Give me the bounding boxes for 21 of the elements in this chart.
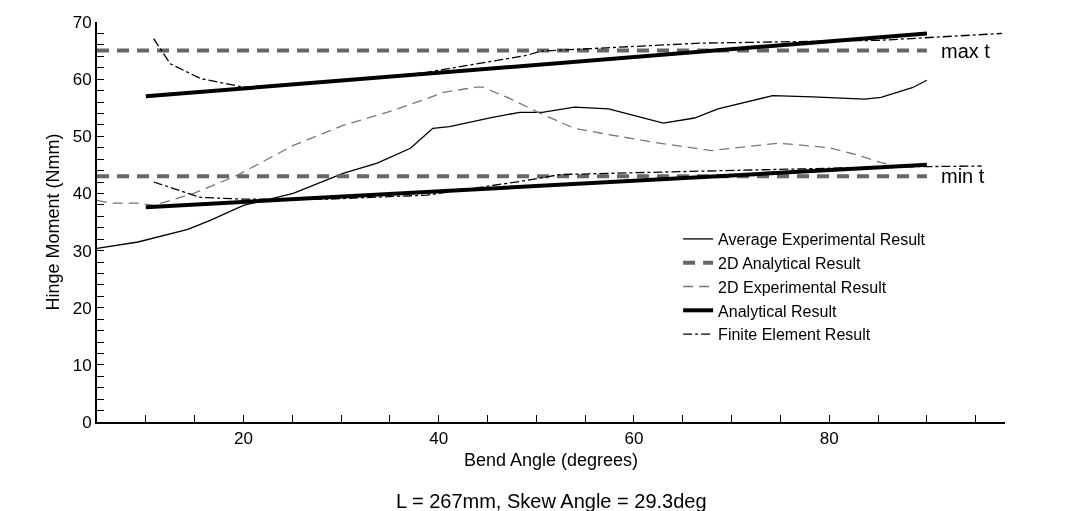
- y-tick-label: 10: [72, 355, 92, 375]
- y-tick-label: 60: [72, 70, 92, 90]
- legend-label: Analytical Result: [718, 302, 837, 320]
- annotation: max t: [941, 40, 991, 62]
- y-tick-label: 70: [72, 12, 92, 32]
- y-tick-label: 40: [72, 184, 92, 204]
- x-tick-label: 80: [819, 429, 839, 449]
- legend-label: 2D Analytical Result: [718, 254, 861, 272]
- x-tick-label: 60: [624, 429, 644, 449]
- legend-label: Finite Element Result: [718, 326, 871, 344]
- y-axis-title: Hinge Moment (Nmm): [43, 133, 64, 311]
- y-tick-label: 30: [72, 241, 92, 261]
- y-tick-label: 0: [82, 412, 92, 432]
- y-tick-label: 20: [72, 298, 92, 318]
- annotation: min t: [941, 165, 985, 187]
- x-tick-label: 40: [429, 429, 449, 449]
- y-tick-label: 50: [72, 127, 92, 147]
- x-tick-label: 20: [233, 429, 253, 449]
- x-axis-title: Bend Angle (degrees): [463, 450, 639, 470]
- legend-label: 2D Experimental Result: [718, 278, 887, 296]
- legend-label: Average Experimental Result: [718, 231, 926, 249]
